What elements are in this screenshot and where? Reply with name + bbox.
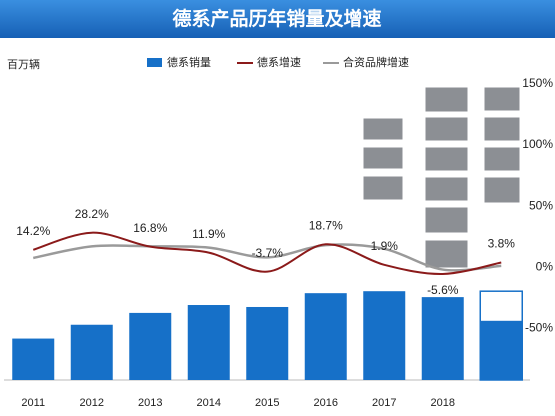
legend-swatch bbox=[147, 58, 162, 67]
data-label: 1.9% bbox=[371, 239, 399, 253]
data-label: 18.7% bbox=[309, 218, 343, 232]
y2-tick-label: 50% bbox=[529, 198, 553, 212]
y2-tick-label: 0% bbox=[536, 259, 554, 273]
x-tick-label: 2015 bbox=[255, 397, 279, 409]
data-label: 14.2% bbox=[16, 224, 50, 238]
bar bbox=[480, 320, 523, 380]
line bbox=[32, 231, 502, 275]
chart-title: 德系产品历年销量及增速 bbox=[172, 7, 381, 30]
bar bbox=[421, 297, 464, 380]
x-tick-label: 2018 bbox=[431, 397, 455, 409]
data-label: 11.9% bbox=[192, 227, 225, 241]
legend-label: 合资品牌增速 bbox=[343, 55, 409, 69]
bar bbox=[304, 293, 347, 380]
x-tick-label: 2017 bbox=[372, 397, 396, 409]
y2-tick-label: 150% bbox=[522, 76, 553, 90]
data-label: 28.2% bbox=[75, 207, 109, 221]
data-label: 16.8% bbox=[133, 221, 167, 235]
data-label: -3.7% bbox=[252, 246, 284, 260]
y2-tick-label: -50% bbox=[525, 320, 553, 334]
legend-label: 德系增速 bbox=[257, 55, 301, 69]
bar bbox=[12, 338, 55, 380]
bar bbox=[246, 306, 289, 380]
legend-label: 德系销量 bbox=[167, 55, 211, 69]
bar bbox=[70, 324, 113, 380]
car-photos bbox=[362, 86, 521, 269]
y-axis-label: 百万辆 bbox=[7, 57, 40, 71]
data-label: -5.6% bbox=[427, 283, 459, 297]
data-label: 3.8% bbox=[488, 237, 516, 251]
x-tick-label: 2014 bbox=[197, 397, 221, 409]
y2-tick-label: 100% bbox=[522, 137, 553, 151]
x-tick-label: 2011 bbox=[21, 397, 45, 409]
x-tick-label: 2013 bbox=[138, 397, 162, 409]
bar bbox=[187, 305, 230, 380]
title-banner bbox=[0, 0, 555, 38]
x-tick-label: 2012 bbox=[80, 397, 104, 409]
bar bbox=[129, 312, 172, 380]
bar bbox=[363, 291, 406, 380]
line bbox=[33, 243, 502, 272]
x-tick-label: 2016 bbox=[314, 397, 338, 409]
